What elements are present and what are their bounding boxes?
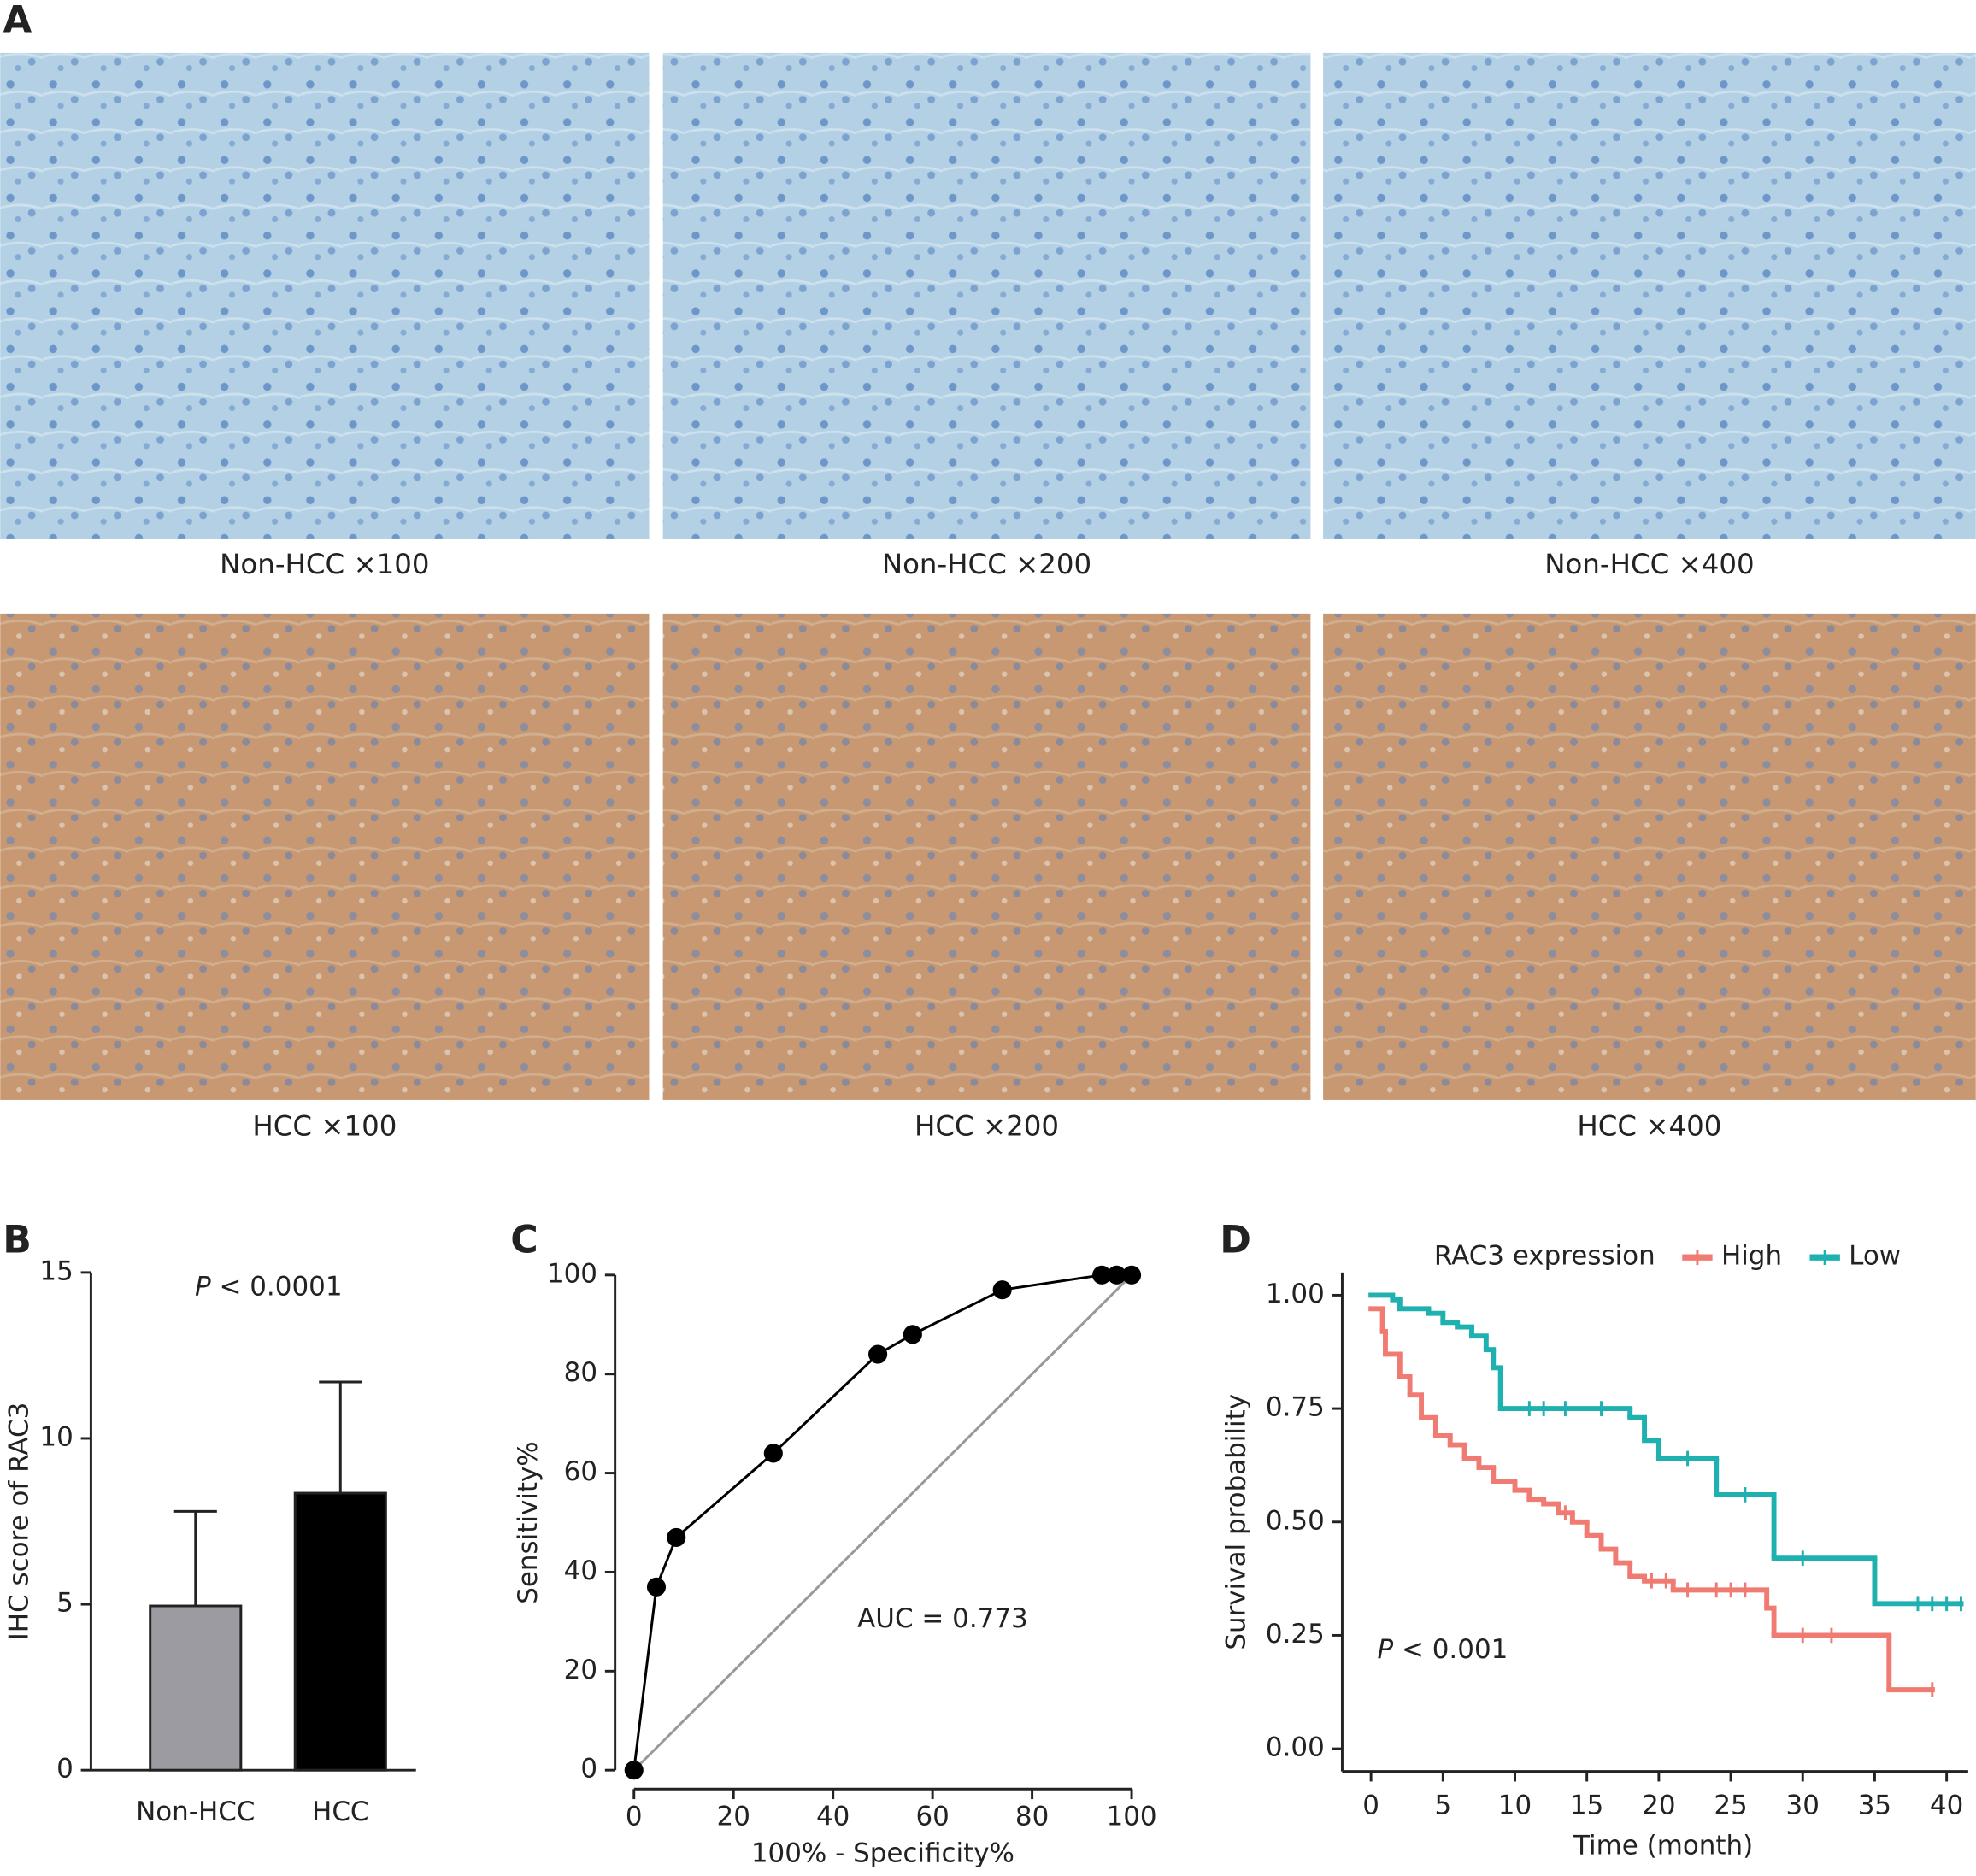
y-tick-label: 40	[564, 1555, 597, 1586]
roc-point	[903, 1325, 922, 1344]
bar	[293, 1491, 387, 1772]
x-tick-label: HCC	[312, 1797, 368, 1827]
roc-point	[1092, 1265, 1112, 1285]
x-tick-label: 5	[1434, 1790, 1451, 1820]
x-tick-label: 0	[626, 1802, 643, 1832]
micrograph-shade	[0, 52, 650, 539]
micrograph	[662, 613, 1311, 1100]
x-tick-label: 80	[1015, 1802, 1049, 1832]
image-caption: Non-HCC ×400	[1544, 548, 1754, 580]
image-caption: HCC ×100	[252, 1109, 397, 1142]
roc-point	[868, 1344, 888, 1364]
image-caption: Non-HCC ×100	[220, 548, 429, 580]
y-tick-label: 1.00	[1266, 1279, 1325, 1309]
micrograph	[1323, 613, 1976, 1100]
micrograph	[0, 613, 650, 1100]
micrograph	[662, 52, 1311, 539]
annotation-text: < 0.0001	[211, 1271, 343, 1302]
annotation-italic: P	[1378, 1634, 1394, 1665]
annotation: P < 0.0001	[195, 1271, 343, 1302]
bar	[149, 1604, 243, 1772]
annotation: P < 0.001	[1378, 1634, 1508, 1665]
y-tick-label: 5	[56, 1588, 74, 1619]
panel-letter: D	[1220, 1219, 1251, 1262]
y-tick-label: 20	[564, 1655, 597, 1685]
x-tick-label: 30	[1786, 1790, 1820, 1820]
panel-letter: C	[510, 1219, 538, 1262]
roc-point	[1121, 1265, 1142, 1285]
x-tick-label: 0	[1362, 1790, 1379, 1820]
y-tick-label: 10	[39, 1421, 73, 1452]
micrograph-shade	[1323, 52, 1976, 539]
y-tick-label: 0	[56, 1754, 74, 1785]
micrograph-shade	[662, 52, 1311, 539]
roc-point	[992, 1280, 1012, 1300]
roc-point	[667, 1527, 686, 1547]
x-tick-label: Non-HCC	[136, 1797, 255, 1827]
image-caption: Non-HCC ×200	[882, 548, 1091, 580]
roc-point	[624, 1761, 644, 1780]
panel-letter: A	[3, 0, 32, 43]
y-axis-label: Survival probability	[1220, 1394, 1251, 1650]
y-tick-label: 100	[547, 1258, 597, 1289]
y-tick-label: 60	[564, 1456, 597, 1487]
x-tick-label: 25	[1714, 1790, 1747, 1820]
micrograph	[0, 52, 650, 539]
x-tick-label: 40	[1930, 1790, 1963, 1820]
y-tick-label: 0.50	[1266, 1505, 1325, 1536]
y-axis-label: IHC score of RAC3	[3, 1403, 34, 1641]
roc-point	[763, 1444, 783, 1463]
y-tick-label: 0.25	[1266, 1619, 1325, 1650]
panel-letter: B	[3, 1219, 32, 1262]
micrograph-shade	[1323, 613, 1976, 1100]
y-tick-label: 80	[564, 1357, 597, 1388]
x-tick-label: 100	[1107, 1802, 1157, 1832]
legend-title: RAC3 expression	[1434, 1241, 1655, 1272]
legend-label: High	[1721, 1241, 1782, 1272]
x-axis-label: Time (month)	[1573, 1831, 1753, 1861]
x-tick-label: 40	[816, 1802, 850, 1832]
x-axis-label: 100% - Specificity%	[751, 1838, 1014, 1868]
y-axis-label: Sensitivity%	[513, 1441, 544, 1603]
annotation-text: < 0.001	[1393, 1634, 1508, 1665]
x-tick-label: 35	[1858, 1790, 1891, 1820]
x-tick-label: 60	[915, 1802, 949, 1832]
micrograph-shade	[0, 613, 650, 1100]
legend-label: Low	[1849, 1241, 1901, 1272]
y-tick-label: 0.00	[1266, 1732, 1325, 1763]
y-tick-label: 15	[39, 1256, 73, 1286]
x-tick-label: 15	[1570, 1790, 1603, 1820]
annotation: AUC = 0.773	[857, 1603, 1028, 1634]
roc-point	[1107, 1265, 1126, 1285]
image-caption: HCC ×200	[914, 1109, 1059, 1142]
annotation-italic: P	[195, 1271, 211, 1302]
micrograph-shade	[662, 613, 1311, 1100]
micrograph	[1323, 52, 1976, 539]
roc-point	[646, 1577, 667, 1597]
y-tick-label: 0	[580, 1754, 597, 1785]
x-tick-label: 20	[717, 1802, 750, 1832]
y-tick-label: 0.75	[1266, 1392, 1325, 1423]
image-caption: HCC ×400	[1577, 1109, 1721, 1142]
x-tick-label: 10	[1498, 1790, 1532, 1820]
x-tick-label: 20	[1642, 1790, 1675, 1820]
reference-line	[632, 1273, 1133, 1772]
